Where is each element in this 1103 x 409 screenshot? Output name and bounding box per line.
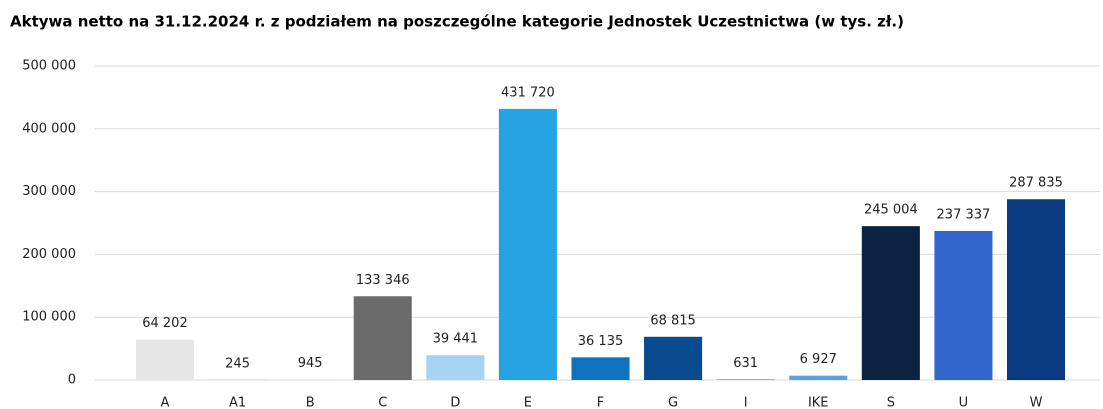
value-label: 64 202 bbox=[142, 316, 188, 331]
x-tick-label: A bbox=[161, 396, 170, 409]
x-tick-label: B bbox=[306, 396, 315, 409]
value-label: 631 bbox=[733, 356, 758, 371]
value-label: 39 441 bbox=[433, 332, 479, 347]
x-tick-label: A1 bbox=[229, 396, 246, 409]
y-tick-label: 100 000 bbox=[22, 310, 76, 325]
bar bbox=[426, 355, 485, 380]
x-tick-label: F bbox=[597, 396, 604, 409]
x-tick-label: W bbox=[1030, 396, 1043, 409]
x-tick-label: D bbox=[450, 396, 460, 409]
bar bbox=[861, 226, 920, 380]
value-label: 431 720 bbox=[501, 85, 555, 100]
bar bbox=[281, 379, 340, 380]
bar bbox=[934, 230, 993, 380]
bar bbox=[789, 375, 848, 380]
value-label: 237 337 bbox=[937, 207, 991, 222]
x-tick-label: E bbox=[524, 396, 532, 409]
y-tick-label: 0 bbox=[68, 373, 76, 388]
value-label: 6 927 bbox=[800, 352, 837, 367]
value-label: 133 346 bbox=[356, 273, 410, 288]
x-tick-label: S bbox=[887, 396, 895, 409]
value-label: 945 bbox=[298, 356, 323, 371]
value-label: 245 004 bbox=[864, 203, 918, 218]
y-tick-label: 300 000 bbox=[22, 184, 76, 199]
x-tick-label: G bbox=[668, 396, 678, 409]
x-tick-label: C bbox=[378, 396, 387, 409]
y-tick-label: 500 000 bbox=[22, 59, 76, 74]
x-tick-label: I bbox=[744, 396, 748, 409]
bar bbox=[1006, 199, 1066, 380]
y-tick-label: 400 000 bbox=[22, 121, 76, 136]
bar bbox=[644, 336, 703, 380]
value-label: 68 815 bbox=[650, 313, 696, 328]
value-label: 287 835 bbox=[1009, 176, 1063, 191]
value-label: 36 135 bbox=[578, 334, 624, 349]
value-label: 245 bbox=[225, 356, 250, 371]
chart-title: Aktywa netto na 31.12.2024 r. z podziałe… bbox=[10, 13, 904, 31]
bar bbox=[353, 296, 412, 380]
y-tick-label: 200 000 bbox=[22, 247, 76, 262]
bar bbox=[135, 339, 195, 380]
bar bbox=[571, 357, 630, 380]
x-tick-label: IKE bbox=[808, 396, 829, 409]
bar bbox=[498, 108, 557, 381]
x-tick-label: U bbox=[959, 396, 969, 409]
